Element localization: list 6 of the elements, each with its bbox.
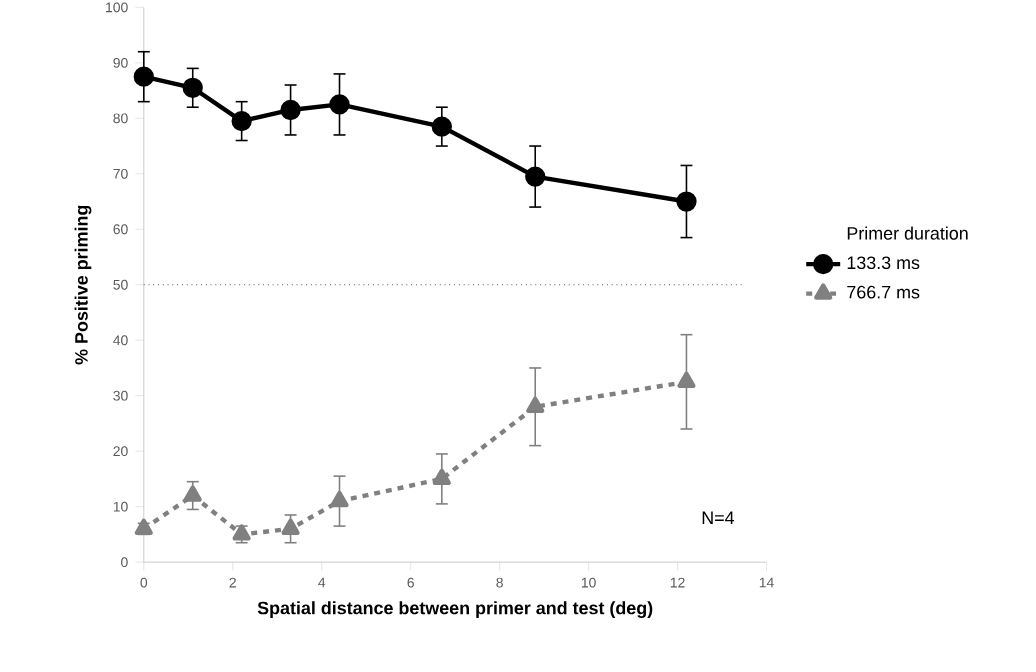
legend-title: Primer duration	[847, 226, 968, 240]
legend-label: 133.3 ms	[847, 256, 920, 270]
legend-label: 766.7 ms	[847, 285, 920, 299]
x-axis-title: Spatial distance between primer and test (deg)	[257, 601, 653, 618]
y-axis-title: % Positive priming	[74, 205, 92, 365]
annotation: N=4	[702, 511, 735, 524]
